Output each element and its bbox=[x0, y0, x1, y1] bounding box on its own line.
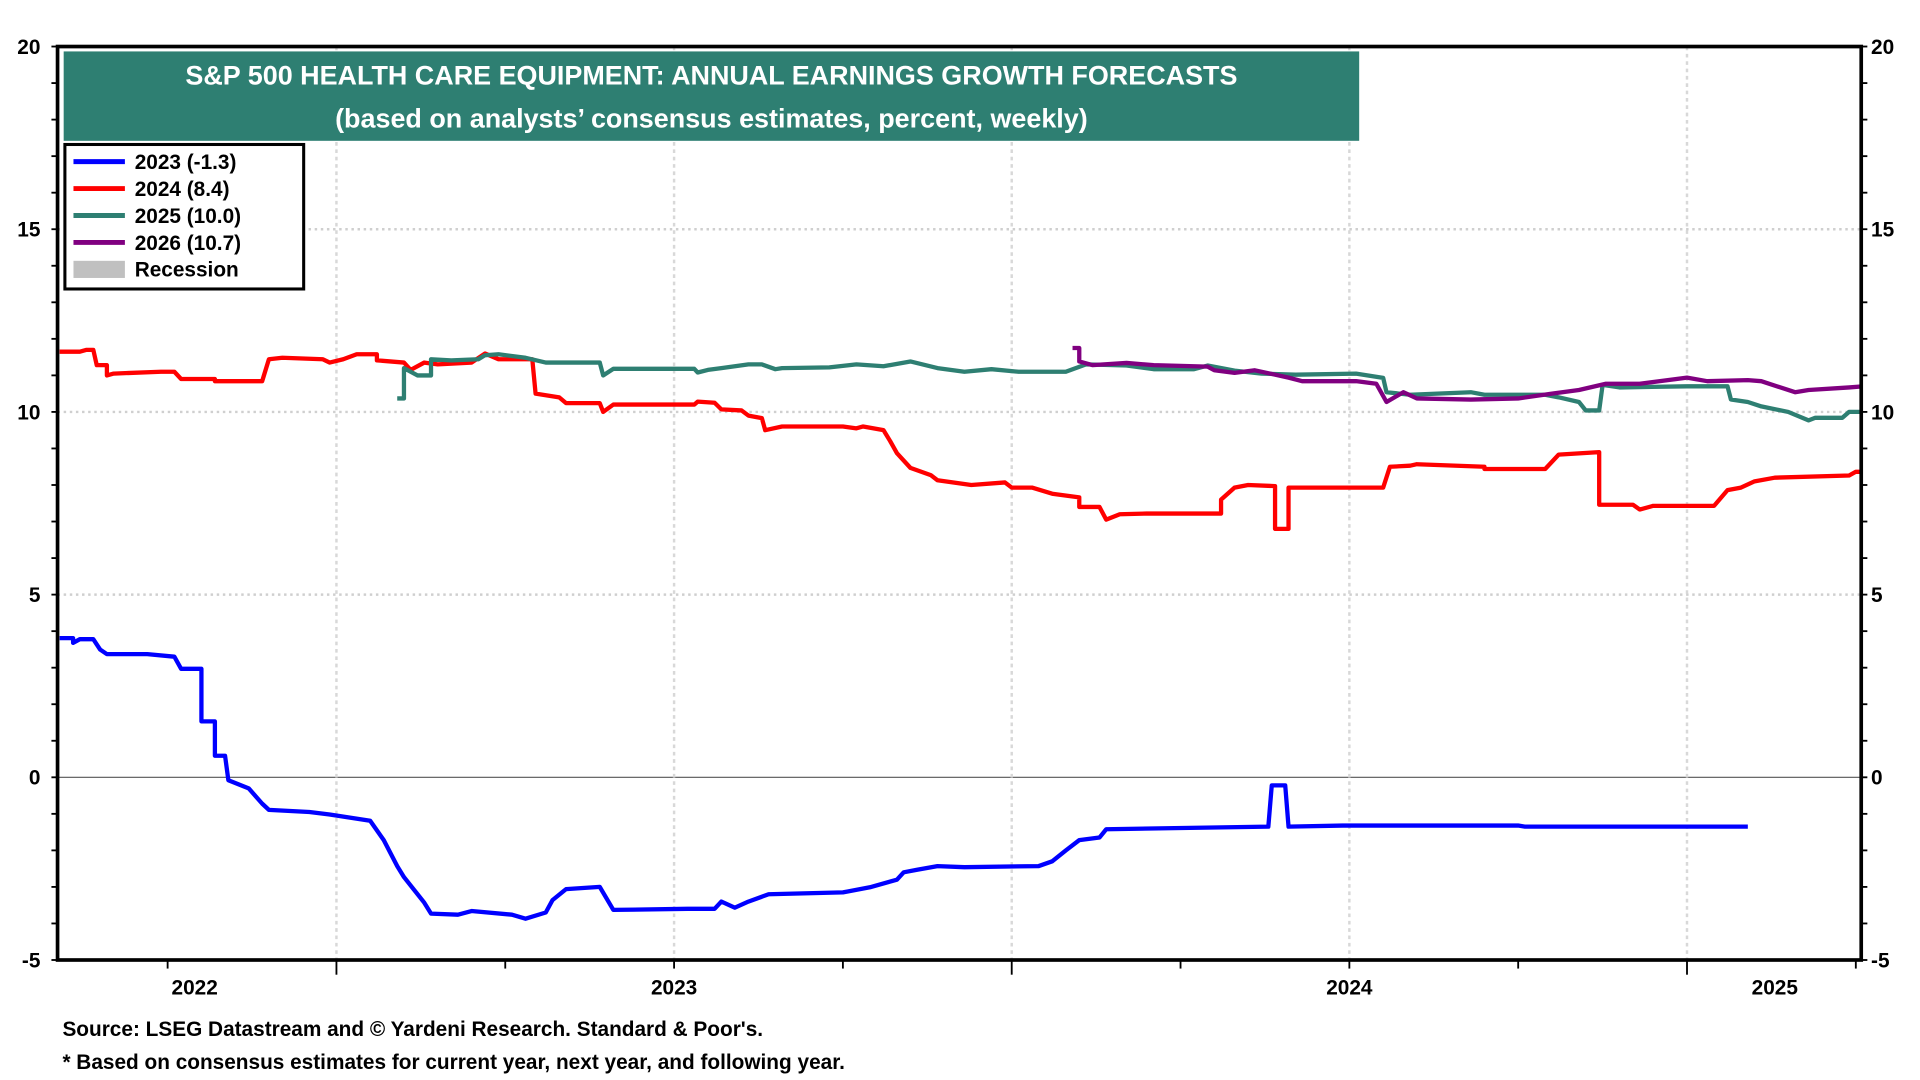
x-tick-label: 2024 bbox=[1326, 976, 1373, 999]
series-line-2023 bbox=[59, 635, 1748, 921]
y-tick-label-right: 20 bbox=[1871, 36, 1894, 59]
y-tick-label-left: 5 bbox=[29, 584, 41, 607]
y-tick-label-right: 15 bbox=[1871, 219, 1894, 242]
legend-label: Recession bbox=[135, 259, 239, 282]
legend-label: 2024 (8.4) bbox=[135, 178, 230, 201]
chart-subtitle: (based on analysts’ consensus estimates,… bbox=[335, 103, 1088, 133]
source-note: Source: LSEG Datastream and © Yardeni Re… bbox=[62, 1018, 763, 1041]
y-tick-label-left: 20 bbox=[17, 36, 40, 59]
legend-swatch-recession bbox=[73, 260, 125, 278]
legend-label: 2025 (10.0) bbox=[135, 205, 241, 228]
y-tick-label-right: 10 bbox=[1871, 401, 1894, 424]
y-tick-label-right: 5 bbox=[1871, 584, 1883, 607]
series-lines bbox=[59, 345, 1863, 921]
grid-lines bbox=[57, 46, 1862, 960]
y-tick-label-left: -5 bbox=[22, 949, 41, 972]
footnote: * Based on consensus estimates for curre… bbox=[62, 1051, 844, 1074]
x-tick-label: 2023 bbox=[651, 976, 697, 999]
series-line-2026 bbox=[1072, 345, 1863, 405]
plot-frame bbox=[55, 44, 1864, 962]
legend-label: 2023 (-1.3) bbox=[135, 151, 237, 174]
chart-title: S&P 500 HEALTH CARE EQUIPMENT: ANNUAL EA… bbox=[185, 60, 1237, 90]
y-tick-label-left: 10 bbox=[17, 401, 40, 424]
y-tick-label-right: 0 bbox=[1871, 767, 1883, 790]
legend: 2023 (-1.3) 2024 (8.4) 2025 (10.0) 2026 (10… bbox=[63, 142, 306, 291]
legend-label: 2026 (10.7) bbox=[135, 232, 241, 255]
y-tick-label-left: 15 bbox=[17, 219, 40, 242]
x-tick-label: 2022 bbox=[172, 976, 218, 999]
axes: 2022 2023 2024 2025 20 20 15 15 10 10 5 5 0 0 -5 -5 bbox=[17, 36, 1894, 999]
series-line-2025 bbox=[397, 352, 1863, 423]
y-tick-label-right: -5 bbox=[1871, 949, 1890, 972]
title-box: S&P 500 HEALTH CARE EQUIPMENT: ANNUAL EA… bbox=[63, 51, 1360, 141]
x-tick-label: 2025 bbox=[1752, 976, 1798, 999]
series-line-2024 bbox=[59, 347, 1863, 531]
y-tick-label-left: 0 bbox=[29, 767, 41, 790]
